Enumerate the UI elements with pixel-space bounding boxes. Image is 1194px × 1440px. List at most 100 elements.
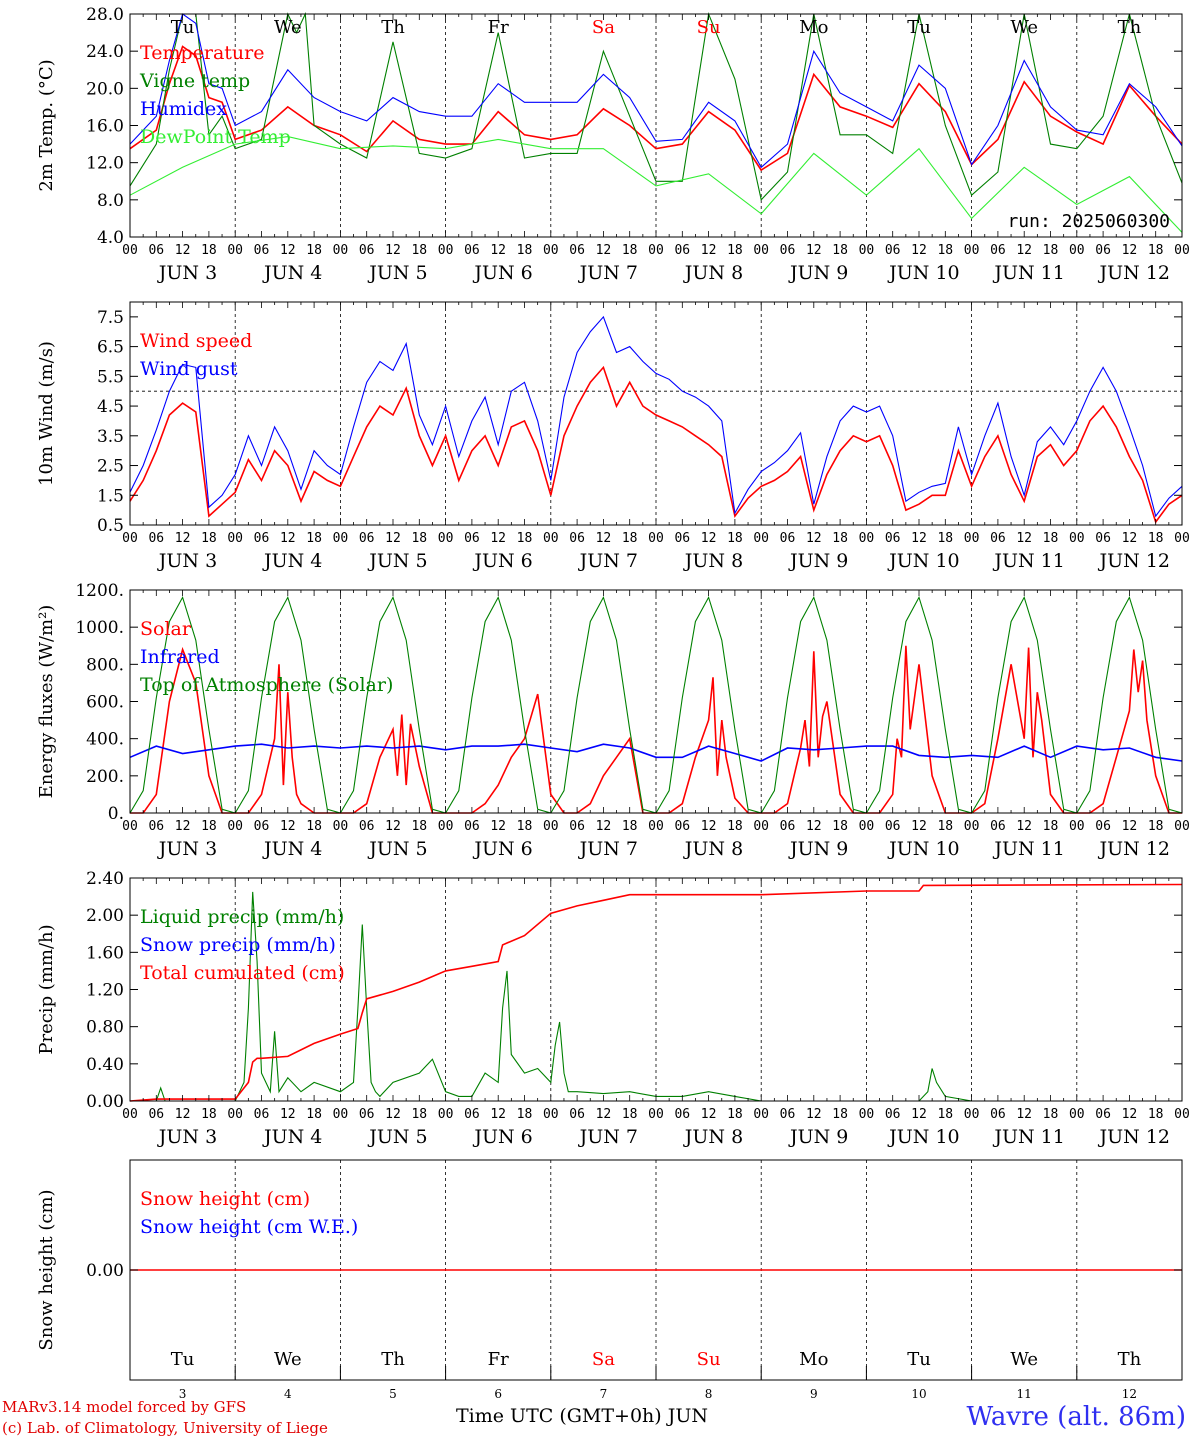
hour-tick-label: 00: [438, 819, 454, 834]
hour-tick-label: 12: [701, 819, 717, 834]
hour-tick-label: 18: [306, 243, 322, 258]
date-label: JUN 11: [992, 1126, 1064, 1148]
hour-tick-label: 12: [911, 531, 927, 546]
hour-tick-label: 00: [1069, 819, 1085, 834]
date-label: JUN 10: [887, 838, 959, 860]
series-wind-gust: [129, 315, 1183, 518]
station-title: Wavre (alt. 86m): [966, 1402, 1186, 1432]
weekday-label: Mo: [799, 17, 828, 38]
hour-tick-label: 00: [964, 243, 980, 258]
date-label: JUN 7: [578, 262, 638, 284]
y-tick-label: 0.00: [86, 1261, 124, 1281]
date-label: JUN 3: [157, 550, 217, 572]
y-tick-label: 0.00: [86, 1092, 124, 1112]
hour-tick-label: 12: [596, 819, 612, 834]
hour-tick-label: 12: [280, 819, 296, 834]
panel-1: 00 06 12 18 00 06 12 18 00 06 12 18 00 06 12 18 00 06 12 18…: [36, 5, 1190, 284]
legend-entry: Solar: [140, 618, 192, 640]
panel-5: 3 4 5 6 7 8 9 10 11 12 0.00 Snow height (cm) Snow he…: [36, 1159, 1183, 1401]
legend-entry: Snow height (cm W.E.): [140, 1216, 358, 1238]
series-vigne-temp: [129, 11, 1183, 201]
hour-tick-label: 18: [411, 243, 427, 258]
legend-entry: Snow height (cm): [140, 1188, 310, 1210]
hour-tick-label: 00: [753, 531, 769, 546]
hour-tick-label: 06: [990, 1107, 1006, 1122]
hour-tick-label: 12: [806, 1107, 822, 1122]
y-tick-label: 1000.: [75, 618, 124, 638]
hour-tick-label: 18: [832, 531, 848, 546]
hour-tick-label: 18: [201, 243, 217, 258]
hour-tick-label: 12: [490, 1107, 506, 1122]
day-number-label: 9: [810, 1387, 818, 1401]
legend-entry: Infrared: [140, 646, 220, 668]
hour-tick-label: 00: [859, 819, 875, 834]
hour-tick-label: 18: [517, 1107, 533, 1122]
hour-tick-label: 06: [1095, 243, 1111, 258]
hour-tick-label: 12: [701, 1107, 717, 1122]
hour-tick-label: 12: [701, 243, 717, 258]
date-label: JUN 9: [788, 1126, 848, 1148]
hour-tick-label: 00: [543, 1107, 559, 1122]
hour-tick-label: 06: [885, 243, 901, 258]
date-label: JUN 8: [683, 550, 743, 572]
hour-tick-label: 00: [333, 243, 349, 258]
series-dewpoint-temp: [129, 136, 1183, 233]
hour-tick-label: 18: [1148, 531, 1164, 546]
legend-entry: DewPoint Temp: [140, 126, 291, 148]
y-tick-label: 1200.: [75, 581, 124, 601]
weekday-label: Th: [1118, 1349, 1142, 1370]
series-infrared: [129, 743, 1183, 762]
date-label: JUN 5: [367, 262, 427, 284]
hour-tick-label: 18: [517, 243, 533, 258]
hour-tick-label: 12: [911, 819, 927, 834]
hour-tick-label: 06: [780, 1107, 796, 1122]
date-label: JUN 3: [157, 838, 217, 860]
hour-tick-label: 12: [1122, 243, 1138, 258]
y-tick-label: 1.5: [97, 486, 124, 506]
panel-4: 00 06 12 18 00 06 12 18 00 06 12 18 00 06 12 18 00 06 12 18…: [36, 869, 1190, 1148]
legend-entry: Liquid precip (mm/h): [140, 906, 344, 928]
hour-tick-label: 18: [832, 819, 848, 834]
hour-tick-label: 00: [1174, 531, 1190, 546]
y-axis-label: Energy fluxes (W/m²): [36, 605, 57, 799]
hour-tick-label: 18: [832, 243, 848, 258]
plot-frame: [129, 301, 1183, 526]
hour-tick-label: 18: [622, 819, 638, 834]
hour-tick-label: 12: [911, 1107, 927, 1122]
hour-tick-label: 06: [254, 243, 270, 258]
hour-tick-label: 06: [464, 531, 480, 546]
hour-tick-label: 12: [490, 531, 506, 546]
hour-tick-label: 00: [1069, 243, 1085, 258]
hour-tick-label: 00: [438, 1107, 454, 1122]
hour-tick-label: 06: [359, 531, 375, 546]
hour-tick-label: 18: [622, 531, 638, 546]
hour-tick-label: 06: [254, 819, 270, 834]
date-label: JUN 8: [683, 838, 743, 860]
date-label: JUN 5: [367, 550, 427, 572]
hour-tick-label: 12: [175, 819, 191, 834]
hour-tick-label: 18: [306, 819, 322, 834]
weekday-label: Th: [1118, 17, 1142, 38]
day-number-label: 11: [1017, 1387, 1032, 1401]
date-label: JUN 11: [992, 262, 1064, 284]
y-tick-label: 800.: [86, 655, 124, 675]
date-label: JUN 6: [472, 262, 532, 284]
hour-tick-label: 00: [964, 819, 980, 834]
weekday-label: Th: [381, 1349, 405, 1370]
hour-tick-label: 12: [596, 1107, 612, 1122]
y-tick-label: 0.80: [86, 1018, 124, 1038]
hour-tick-label: 06: [990, 243, 1006, 258]
date-label: JUN 9: [788, 838, 848, 860]
date-label: JUN 12: [1098, 550, 1170, 572]
hour-tick-label: 00: [648, 819, 664, 834]
hour-tick-label: 00: [1174, 243, 1190, 258]
hour-tick-label: 06: [990, 819, 1006, 834]
hour-tick-label: 06: [359, 243, 375, 258]
hour-tick-label: 00: [753, 819, 769, 834]
day-number-label: 3: [179, 1387, 187, 1401]
hour-tick-label: 12: [1016, 1107, 1032, 1122]
hour-tick-label: 00: [1069, 1107, 1085, 1122]
weekday-label: Tu: [907, 1349, 931, 1370]
hour-tick-label: 06: [674, 819, 690, 834]
